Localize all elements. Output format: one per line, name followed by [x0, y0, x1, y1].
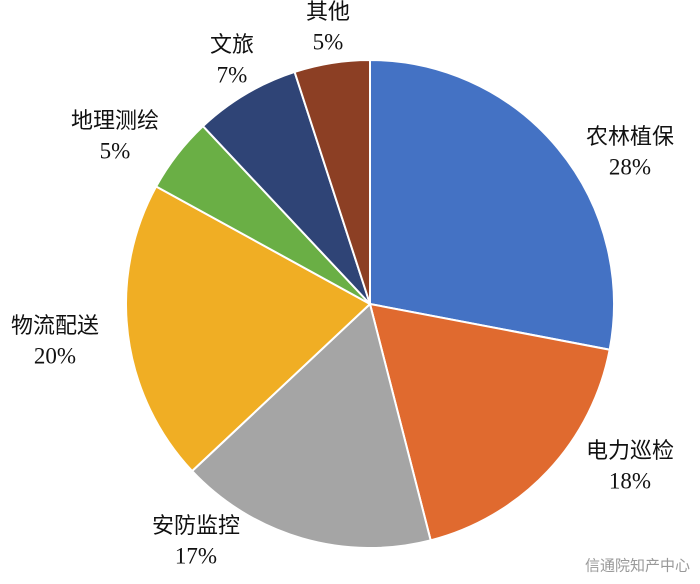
pie-slice	[293, 58, 371, 305]
pie-slice	[201, 70, 371, 305]
value-label: 7%	[217, 62, 248, 87]
value-label: 20%	[34, 343, 76, 368]
watermark: 信通院知产中心	[585, 557, 690, 575]
value-label: 17%	[175, 543, 217, 568]
pie-slice	[369, 58, 615, 351]
slice-label: 文旅	[210, 33, 254, 58]
pie-slice	[368, 302, 611, 542]
slice-label: 地理测绘	[71, 109, 159, 134]
value-label: 28%	[609, 154, 651, 179]
slice-label: 安防监控	[152, 514, 240, 539]
value-label: 5%	[100, 138, 131, 163]
slice-label: 其他	[306, 0, 350, 25]
value-label: 5%	[313, 29, 344, 54]
slice-label: 农林植保	[586, 125, 674, 150]
slice-label: 电力巡检	[586, 439, 674, 464]
pie-slice	[125, 185, 372, 473]
slice-label: 物流配送	[11, 314, 99, 339]
pie-slice	[190, 302, 432, 549]
value-label: 18%	[609, 468, 651, 493]
